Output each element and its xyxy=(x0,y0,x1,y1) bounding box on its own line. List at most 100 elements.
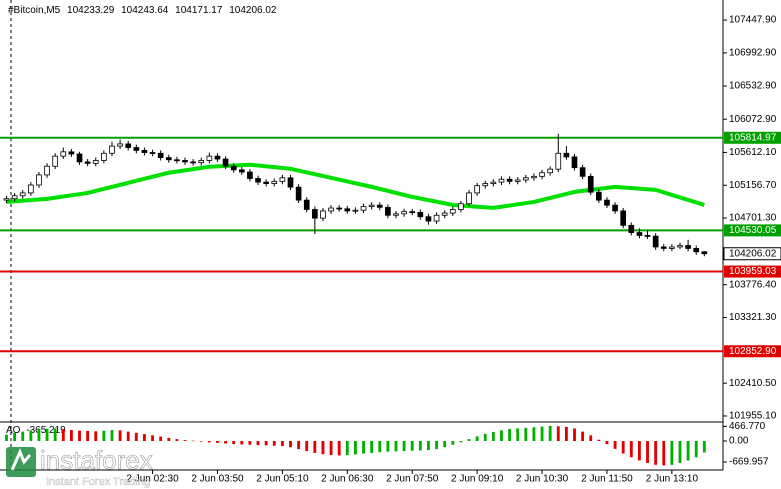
indicator-bar xyxy=(78,430,81,441)
indicator-bar xyxy=(613,440,617,449)
x-tick-label: 2 Jun 06:30 xyxy=(321,474,374,485)
indicator-bar xyxy=(638,440,641,461)
indicator-bar xyxy=(475,436,479,441)
indicator-bar xyxy=(191,440,195,442)
candle-body xyxy=(263,181,269,184)
candle-body xyxy=(490,181,497,184)
indicator-bar xyxy=(362,440,365,454)
candle-body xyxy=(539,172,545,177)
indicator-bar xyxy=(53,428,57,441)
current-price-label: 104206.02 xyxy=(729,248,777,259)
candle-body xyxy=(295,186,302,201)
candle-body xyxy=(320,210,326,219)
x-tick-label: 2 Jun 05:10 xyxy=(256,474,309,485)
level-label: 104530.05 xyxy=(729,225,777,236)
indicator-bar xyxy=(216,440,219,443)
candle-body xyxy=(620,210,627,226)
current-price-box xyxy=(723,247,781,261)
watermark: instaforex Instant Forex Trading xyxy=(6,445,153,488)
indicator-tick-label: 466.770 xyxy=(729,421,766,432)
candle-body xyxy=(190,161,196,164)
y-tick-label: 106072.90 xyxy=(729,114,777,125)
indicator-bar xyxy=(427,440,430,451)
indicator-bar xyxy=(13,432,17,441)
y-tick-label: 107447.90 xyxy=(729,15,777,26)
candle-body xyxy=(701,251,708,255)
candle-body xyxy=(466,192,472,205)
indicator-bar xyxy=(402,440,406,452)
indicator-bar xyxy=(61,429,65,441)
candle-body xyxy=(165,157,172,161)
indicator-bar xyxy=(207,440,211,443)
candle-body xyxy=(693,248,700,253)
header: #Bitcoin,M5 104233.29 104243.64 104171.1… xyxy=(8,5,277,16)
indicator-bar xyxy=(556,426,560,441)
level-label-box xyxy=(724,265,781,278)
y-tick-label: 105156.70 xyxy=(729,180,777,191)
candle-body xyxy=(230,165,237,171)
candle-body xyxy=(604,199,610,206)
tagline: Instant Forex Trading xyxy=(46,476,150,488)
indicator-bar xyxy=(581,431,585,441)
x-tick-label: 2 Jun 07:50 xyxy=(386,474,439,485)
indicator-bar xyxy=(167,437,171,441)
indicator-bar xyxy=(516,428,520,441)
candle-body xyxy=(328,207,334,212)
y-tick-label: 105612.10 xyxy=(729,147,777,158)
indicator-bar xyxy=(199,440,203,442)
indicator-bar xyxy=(159,436,163,441)
y-tick-label: 101955.10 xyxy=(729,411,777,422)
candle-body xyxy=(60,151,67,157)
level-label-box xyxy=(724,224,781,237)
indicator-bar xyxy=(175,439,179,441)
logo-mark xyxy=(10,448,32,471)
candle-body xyxy=(52,155,59,167)
indicator-bar xyxy=(29,430,33,441)
x-tick-label: 2 Jun 13:10 xyxy=(646,474,699,485)
candle-body xyxy=(433,214,440,222)
x-tick-label: 2 Jun 10:30 xyxy=(516,474,569,485)
indicator-bar xyxy=(435,440,438,450)
indicator-bar xyxy=(94,431,98,441)
indicator-bar xyxy=(662,440,666,466)
candle-body xyxy=(133,147,140,151)
indicator-bar xyxy=(694,440,698,458)
candle-body xyxy=(125,143,132,148)
x-tick-label: 2 Jun 11:50 xyxy=(581,474,633,485)
level-label-box xyxy=(724,131,781,144)
indicator-bar xyxy=(240,440,244,445)
indicator-bar xyxy=(532,427,536,441)
indicator-bar xyxy=(459,440,463,443)
candle-body xyxy=(182,160,188,163)
indicator-name: AO xyxy=(6,425,21,436)
y-tick-label: 103321.30 xyxy=(729,312,777,323)
indicator-bar xyxy=(313,440,317,453)
indicator-bar xyxy=(118,430,122,441)
candle-body xyxy=(579,167,586,177)
indicator-bar xyxy=(573,428,576,441)
indicator-bar xyxy=(272,440,276,446)
indicator-bar xyxy=(248,440,252,445)
last-close: 104206.02 xyxy=(229,5,277,16)
indicator-bar xyxy=(353,440,357,455)
indicator-bar xyxy=(467,439,471,441)
indicator-bar xyxy=(151,435,154,441)
candle-body xyxy=(214,155,221,160)
candle-body xyxy=(409,211,416,214)
indicator-tick-label: 0.00 xyxy=(729,436,749,447)
candle-body xyxy=(222,158,229,167)
candle-body xyxy=(141,149,148,153)
candle-body xyxy=(247,171,253,179)
indicator-bar xyxy=(548,425,552,441)
indicator-bar xyxy=(370,440,374,453)
level-label: 105814.97 xyxy=(729,132,777,143)
level-label: 102852.90 xyxy=(729,346,777,357)
candle-body xyxy=(417,211,424,218)
brand: instaforex xyxy=(40,445,153,475)
candle-body xyxy=(636,232,643,236)
indicator-bar xyxy=(597,439,601,441)
candle-body xyxy=(612,204,618,212)
candle-body xyxy=(474,185,480,194)
candle-body xyxy=(571,156,578,169)
